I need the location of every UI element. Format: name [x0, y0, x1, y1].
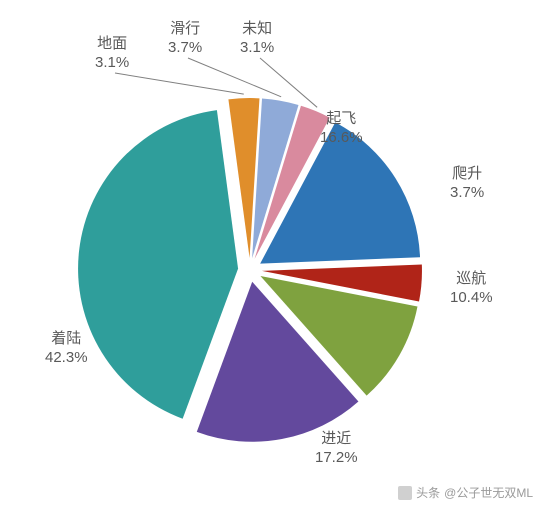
footer-prefix: 头条: [416, 484, 440, 501]
slice-label: 起飞16.6%: [320, 110, 363, 148]
slice-label-pct: 42.3%: [45, 349, 88, 368]
slice-label-pct: 10.4%: [450, 289, 493, 308]
slice-label-pct: 3.1%: [95, 54, 129, 73]
slice-label: 爬升3.7%: [450, 165, 484, 203]
slice-label-name: 爬升: [450, 165, 484, 184]
toutiao-logo-icon: [398, 486, 412, 500]
slice-label-pct: 3.7%: [450, 184, 484, 203]
attribution-footer: 头条 @公子世无双ML: [398, 484, 533, 501]
slice-label: 地面3.1%: [95, 35, 129, 73]
pie-chart: [0, 0, 543, 507]
slice-label-name: 巡航: [450, 270, 493, 289]
leader-line: [115, 73, 244, 94]
slice-label-pct: 17.2%: [315, 449, 358, 468]
slice-label-name: 着陆: [45, 330, 88, 349]
slice-label-name: 未知: [240, 20, 274, 39]
slice-label-pct: 3.7%: [168, 39, 202, 58]
slice-label: 着陆42.3%: [45, 330, 88, 368]
slice-label-name: 地面: [95, 35, 129, 54]
slice-label: 巡航10.4%: [450, 270, 493, 308]
footer-handle: @公子世无双ML: [444, 484, 533, 501]
slice-label-pct: 16.6%: [320, 129, 363, 148]
slice-label-name: 进近: [315, 430, 358, 449]
slice-label-name: 滑行: [168, 20, 202, 39]
slice-label-name: 起飞: [320, 110, 363, 129]
slice-label-pct: 3.1%: [240, 39, 274, 58]
pie-slice: [78, 110, 238, 419]
slice-label: 进近17.2%: [315, 430, 358, 468]
slice-label: 未知3.1%: [240, 20, 274, 58]
slice-label: 滑行3.7%: [168, 20, 202, 58]
